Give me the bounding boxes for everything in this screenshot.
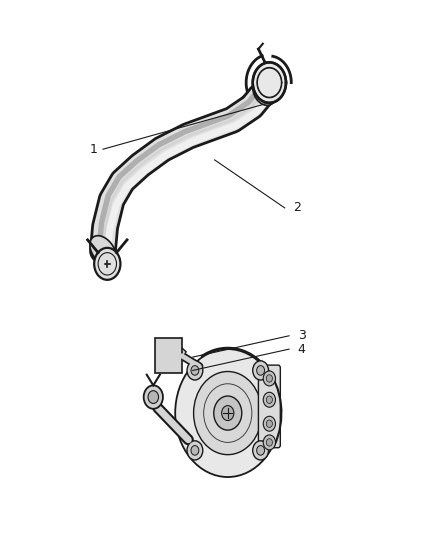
Circle shape [148,391,159,403]
Circle shape [257,366,265,375]
Circle shape [194,372,262,455]
Circle shape [266,439,272,446]
Text: 3: 3 [298,329,306,342]
Circle shape [266,420,272,427]
FancyBboxPatch shape [258,365,280,448]
Circle shape [94,248,120,280]
Circle shape [266,396,272,403]
Circle shape [253,361,268,380]
Text: 2: 2 [293,201,301,214]
FancyBboxPatch shape [155,338,182,373]
Circle shape [266,375,272,382]
Circle shape [263,435,276,450]
Circle shape [191,446,199,455]
Circle shape [257,446,265,455]
Ellipse shape [253,76,277,106]
Circle shape [144,385,163,409]
Polygon shape [173,344,186,360]
Text: 4: 4 [298,343,306,356]
Circle shape [263,371,276,386]
Circle shape [187,361,203,380]
Circle shape [253,62,286,103]
Circle shape [187,441,203,460]
Circle shape [263,392,276,407]
Circle shape [253,441,268,460]
Circle shape [222,406,234,421]
Circle shape [191,366,199,375]
Circle shape [214,396,242,430]
Text: 1: 1 [89,143,97,156]
Circle shape [175,349,280,477]
Circle shape [263,416,276,431]
Ellipse shape [90,236,116,265]
